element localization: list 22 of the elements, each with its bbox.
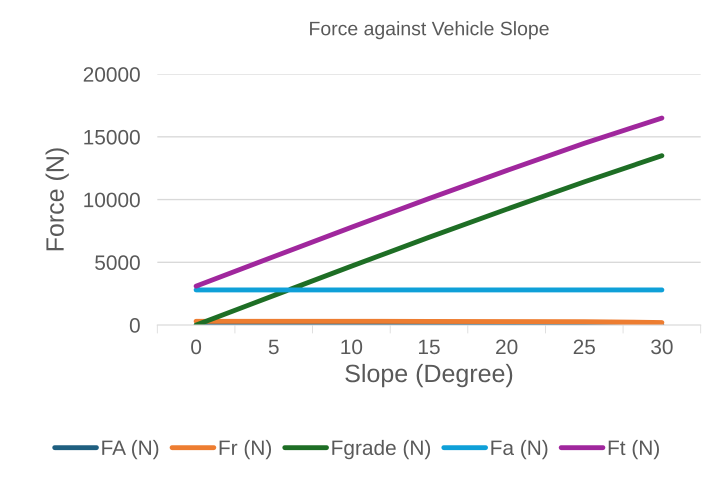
- y-tick-label: 10000: [84, 192, 140, 208]
- x-tick-label: 25: [574, 339, 595, 354]
- x-axis-title: Slope (Degree): [345, 364, 512, 388]
- legend-label: Fr (N): [220, 440, 272, 460]
- x-tick-label: 30: [651, 339, 673, 354]
- x-tick-label: 10: [341, 339, 362, 354]
- y-tick-label: 20000: [84, 67, 140, 82]
- legend-label: Fgrade (N): [332, 440, 430, 460]
- y-axis-title: Force (N): [46, 148, 69, 250]
- legend-label: Fa (N): [491, 440, 548, 460]
- y-tick-label: 0: [130, 318, 140, 333]
- x-tick-label: 0: [191, 339, 202, 354]
- x-tick-label: 15: [419, 340, 440, 354]
- legend-label: Ft (N): [608, 440, 659, 460]
- line-series: [194, 116, 664, 289]
- chart-title: Force against Vehicle Slope: [310, 21, 549, 40]
- x-tick-label: 20: [496, 339, 518, 354]
- line-series: [194, 153, 664, 326]
- y-tick-label: 15000: [84, 130, 140, 145]
- y-tick-label: 5000: [95, 255, 140, 270]
- legend-label: FA (N): [102, 440, 158, 460]
- x-tick-label: 5: [268, 340, 279, 354]
